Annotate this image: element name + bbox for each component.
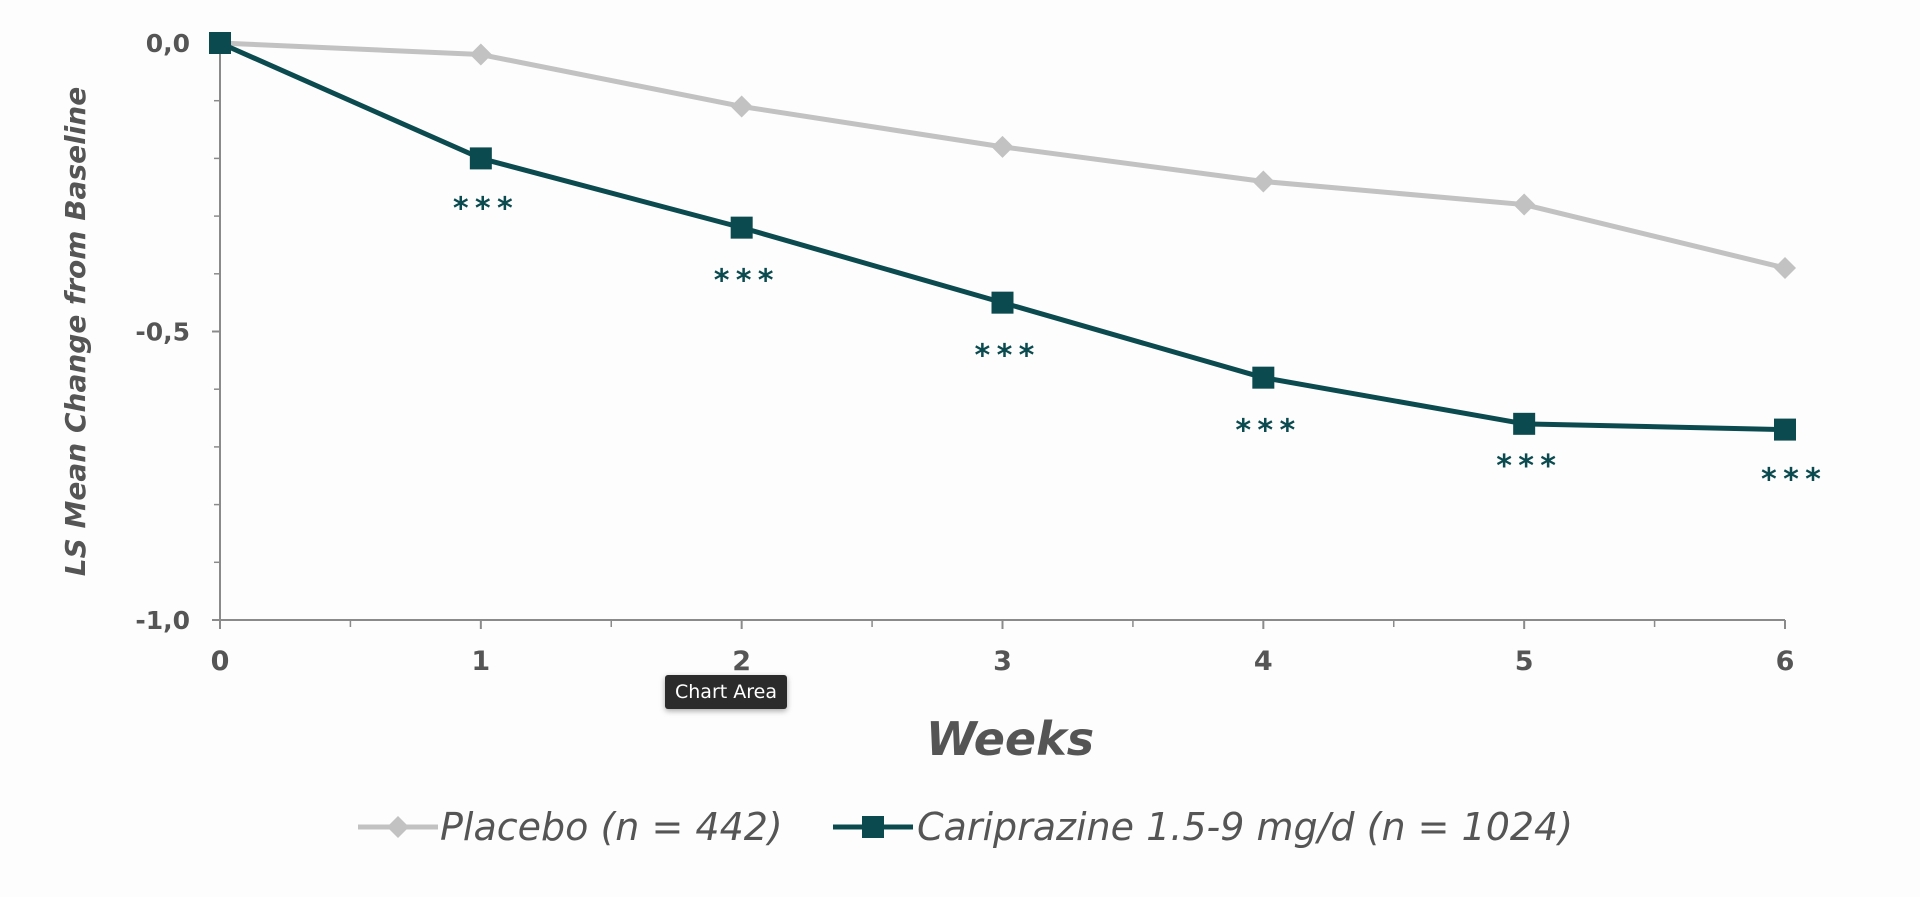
placebo-point <box>730 95 753 118</box>
significance-annotation: *** <box>1234 414 1300 449</box>
placebo-point <box>469 43 492 66</box>
y-tick-label: 0,0 <box>146 29 190 58</box>
placebo-point <box>1252 170 1275 193</box>
legend-placebo-marker <box>387 816 409 838</box>
x-axis-title: Weeks <box>926 712 1094 766</box>
x-tick-label: 1 <box>471 646 490 677</box>
x-tick-label: 5 <box>1515 646 1534 677</box>
cariprazine-point <box>1513 412 1536 435</box>
significance-annotation: *** <box>713 264 779 299</box>
x-tick-label: 2 <box>732 646 751 677</box>
legend-cariprazine-marker <box>862 816 884 838</box>
y-tick-label: -0,5 <box>135 318 190 347</box>
x-tick-label: 0 <box>211 646 230 677</box>
cariprazine-point <box>1774 418 1796 441</box>
placebo-point <box>991 135 1014 158</box>
placebo-point <box>1513 193 1536 216</box>
significance-annotation: *** <box>973 339 1039 374</box>
significance-annotation: *** <box>452 191 518 226</box>
x-tick-label: 6 <box>1776 646 1795 677</box>
legend-cariprazine-label: Cariprazine 1.5-9 mg/d (n = 1024) <box>917 805 1573 849</box>
cariprazine-point <box>991 291 1014 314</box>
cariprazine-point <box>469 147 492 170</box>
y-axis-title: LS Mean Change from Baseline <box>59 87 92 576</box>
significance-annotation: *** <box>1495 449 1561 484</box>
x-tick-label: 3 <box>993 646 1012 677</box>
placebo-point <box>1774 257 1796 280</box>
x-tick-label: 4 <box>1254 646 1273 677</box>
cariprazine-point <box>1252 366 1275 389</box>
y-tick-label: -1,0 <box>135 606 190 635</box>
legend-placebo-label: Placebo (n = 442) <box>440 805 783 849</box>
chart-area-tooltip: Chart Area <box>665 675 787 709</box>
cariprazine-point <box>209 32 231 54</box>
significance-annotation: *** <box>1760 463 1826 498</box>
cariprazine-point <box>730 216 753 239</box>
